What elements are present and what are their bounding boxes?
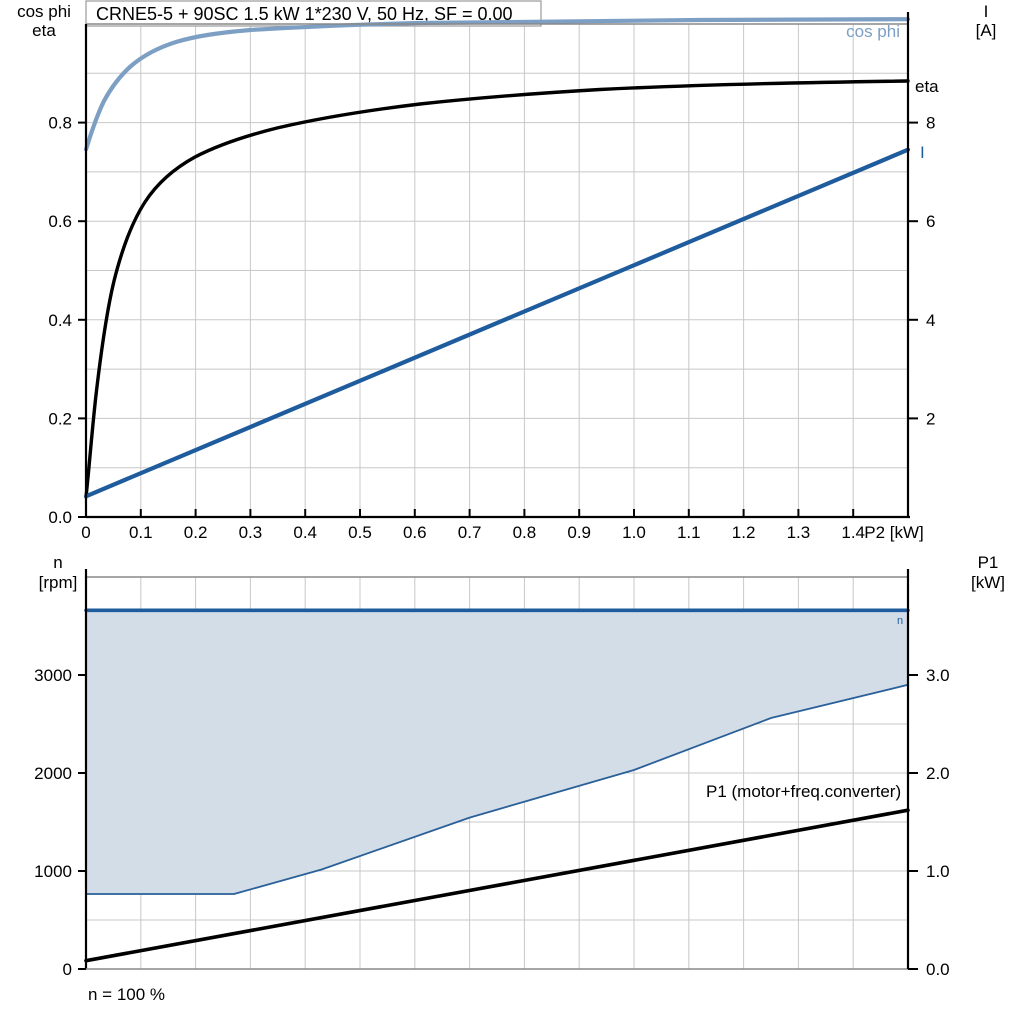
bottom-right-axis-label-line1: P1 (978, 553, 999, 572)
top-x-tick-14: 1.4 (841, 523, 865, 542)
top-left-ticks (78, 121, 86, 518)
top-bottom-ticks (85, 509, 909, 517)
top-x-tick-2: 0.2 (184, 523, 208, 542)
top-x-tick-12: 1.2 (732, 523, 756, 542)
top-right-tick-3: 8 (926, 114, 935, 133)
top-chart-performance-curves: CRNE5-5 + 90SC 1.5 kW 1*230 V, 50 Hz, SF… (17, 0, 997, 542)
speed-envelope-area (86, 610, 908, 894)
bottom-right-tick-2: 2.0 (926, 764, 950, 783)
top-chart-svg: CRNE5-5 + 90SC 1.5 kW 1*230 V, 50 Hz, SF… (17, 0, 997, 542)
curve-p1 (84, 808, 910, 963)
bottom-right-tick-3: 3.0 (926, 666, 950, 685)
bottom-left-axis-label-line2: [rpm] (39, 573, 78, 592)
bottom-chart-svg: 0 1000 2000 3000 n [rpm] 0.0 1.0 2.0 3.0… (34, 553, 1005, 1004)
top-left-tick-3: 0.6 (48, 212, 72, 231)
top-x-tick-11: 1.1 (677, 523, 701, 542)
curve-eta (84, 79, 910, 499)
top-right-tick-1: 4 (926, 311, 935, 330)
top-chart-title-box (85, 0, 542, 27)
top-right-tick-2: 6 (926, 212, 935, 231)
top-x-tick-13: 1.3 (787, 523, 811, 542)
top-x-tick-10: 1.0 (622, 523, 646, 542)
top-x-tick-3: 0.3 (239, 523, 263, 542)
top-left-tick-2: 0.4 (48, 311, 72, 330)
top-x-tick-5: 0.5 (348, 523, 372, 542)
label-cos-phi: cos phi (846, 22, 900, 41)
top-right-axis-label-line2: [A] (976, 21, 997, 40)
top-x-tick-7: 0.7 (458, 523, 482, 542)
label-current: I (920, 143, 925, 162)
footer-note: n = 100 % (88, 985, 165, 1004)
bottom-left-tick-3: 3000 (34, 666, 72, 685)
bottom-right-tick-1: 1.0 (926, 862, 950, 881)
top-x-tick-6: 0.6 (403, 523, 427, 542)
bottom-left-tick-2: 2000 (34, 764, 72, 783)
curve-current (83, 147, 911, 499)
bottom-right-tick-0: 0.0 (926, 960, 950, 979)
top-left-axis-label-line1: cos phi (17, 2, 71, 21)
label-eta: eta (915, 77, 939, 96)
top-right-tick-0: 2 (926, 409, 935, 428)
top-left-tick-4: 0.8 (48, 114, 72, 133)
bottom-right-axis-label-line2: [kW] (971, 573, 1005, 592)
top-x-tick-0: 0 (81, 523, 90, 542)
top-right-ticks (908, 121, 918, 420)
top-right-axis-label-line1: I (984, 2, 989, 21)
bottom-left-tick-1: 1000 (34, 862, 72, 881)
top-left-axis-label-line2: eta (32, 21, 56, 40)
top-chart-title: CRNE5-5 + 90SC 1.5 kW 1*230 V, 50 Hz, SF… (96, 4, 513, 24)
top-x-tick-9: 0.9 (567, 523, 591, 542)
label-speed-n: n (897, 615, 903, 627)
top-left-tick-0: 0.0 (48, 508, 72, 527)
bottom-chart-speed-power: 0 1000 2000 3000 n [rpm] 0.0 1.0 2.0 3.0… (0, 545, 1024, 1024)
bottom-left-tick-0: 0 (63, 960, 72, 979)
bottom-left-ticks (78, 674, 86, 970)
top-x-tick-1: 0.1 (129, 523, 153, 542)
curve-cos-phi (83, 17, 911, 152)
top-left-tick-1: 0.2 (48, 409, 72, 428)
top-x-tick-4: 0.4 (293, 523, 317, 542)
top-x-tick-8: 0.8 (513, 523, 537, 542)
label-p1: P1 (motor+freq.converter) (706, 782, 901, 801)
bottom-left-axis-label-line1: n (53, 553, 62, 572)
speed-envelope-lower (85, 609, 909, 895)
bottom-right-ticks (908, 674, 918, 970)
top-x-axis-label: P2 [kW] (864, 523, 924, 542)
